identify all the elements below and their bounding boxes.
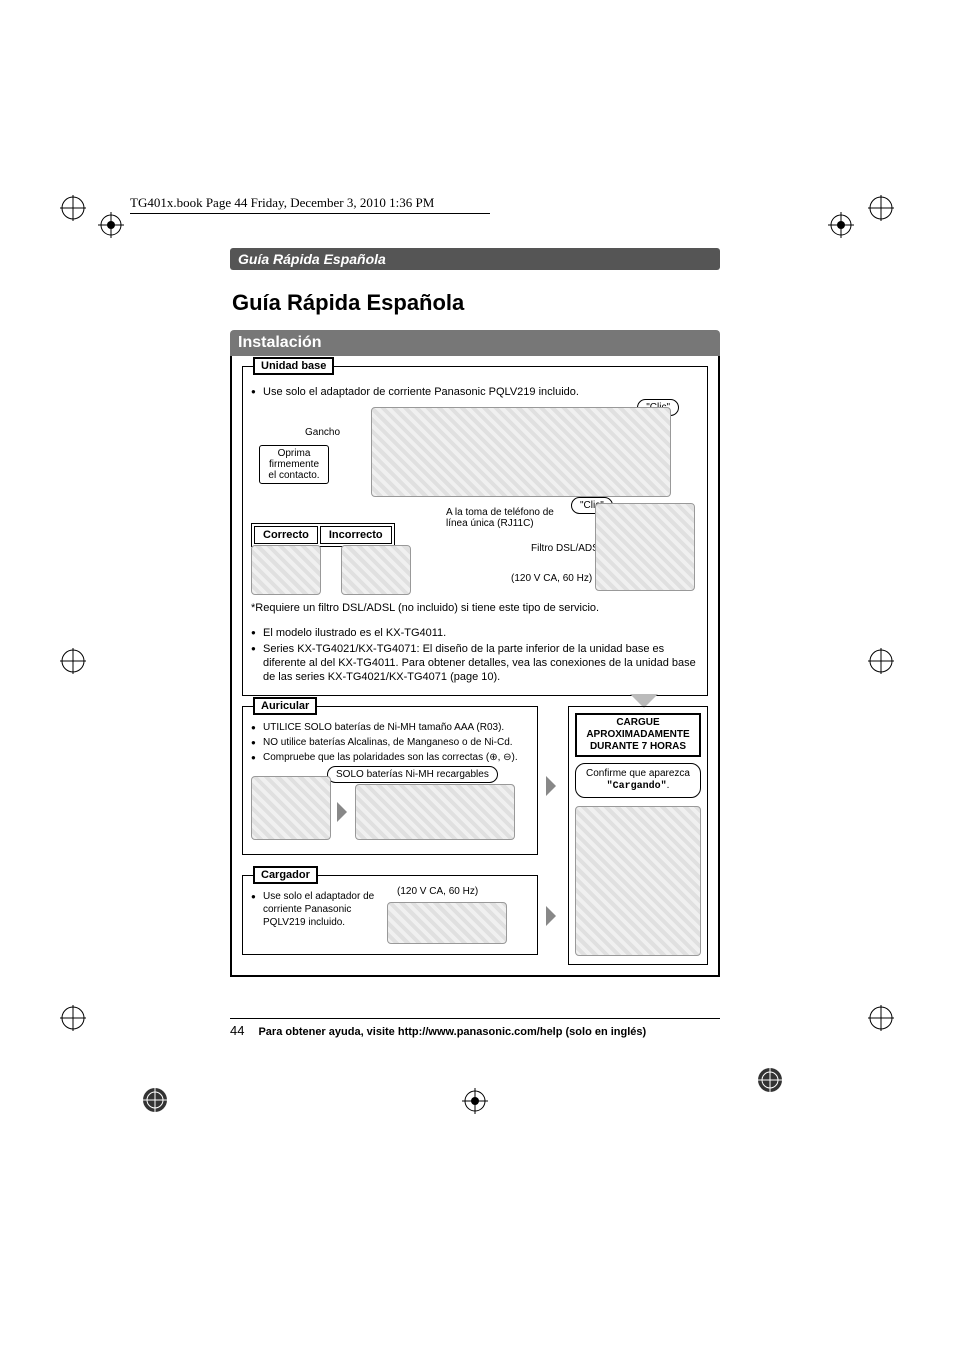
- auricular-b1: UTILICE SOLO baterías de Ni-MH tamaño AA…: [251, 721, 529, 734]
- row2: Auricular UTILICE SOLO baterías de Ni-MH…: [242, 706, 708, 965]
- col-left: Auricular UTILICE SOLO baterías de Ni-MH…: [242, 706, 538, 965]
- handsets-charging-illustration: [575, 806, 701, 956]
- cargador-b1: Use solo el adaptador de corriente Panas…: [251, 890, 381, 929]
- gancho-label: Gancho: [305, 427, 340, 438]
- auricular-b3: Compruebe que las polaridades son las co…: [251, 751, 529, 764]
- confirm-pre: Confirme que aparezca: [586, 768, 690, 779]
- crop-mark-icon: [868, 195, 894, 221]
- auricular-label: Auricular: [253, 697, 317, 715]
- note-star: *Requiere un filtro DSL/ADSL (no incluid…: [251, 601, 699, 615]
- arrow-right-icon: [546, 776, 556, 796]
- crop-mark-icon: [140, 1085, 170, 1115]
- main-installation-box: Unidad base Use solo el adaptador de cor…: [230, 356, 720, 977]
- arrow-right-icon: [546, 906, 556, 926]
- unidad-base-notes: *Requiere un filtro DSL/ADSL (no incluid…: [251, 601, 699, 684]
- content-area: Guía Rápida Española Guía Rápida Español…: [230, 248, 720, 977]
- correcto-cell: Correcto: [254, 526, 318, 544]
- arrow-col: [546, 706, 560, 965]
- col-right: CARGUE APROXIMADAMENTE DURANTE 7 HORAS C…: [568, 706, 708, 965]
- footer: 44 Para obtener ayuda, visite http://www…: [230, 1018, 720, 1038]
- page-title: Guía Rápida Española: [232, 290, 720, 316]
- plug-correct-illustration: [251, 545, 321, 595]
- note-a: El modelo ilustrado es el KX-TG4011.: [251, 626, 699, 640]
- charge-box: CARGUE APROXIMADAMENTE DURANTE 7 HORAS C…: [568, 706, 708, 965]
- auricular-box: Auricular UTILICE SOLO baterías de Ni-MH…: [242, 706, 538, 855]
- auricular-b2: NO utilice baterías Alcalinas, de Mangan…: [251, 736, 529, 749]
- confirm-word: "Cargando": [607, 781, 667, 792]
- arrow-right-icon: [337, 802, 347, 822]
- oprima-label: Oprima firmemente el contacto.: [259, 445, 329, 484]
- note-b: Series KX-TG4021/KX-TG4071: El diseño de…: [251, 642, 699, 685]
- breadcrumb: Guía Rápida Española: [230, 248, 720, 270]
- batteries-illustration: [355, 784, 515, 840]
- confirm-pill: Confirme que aparezca "Cargando".: [575, 763, 701, 798]
- base-unit-illustration: [371, 407, 671, 497]
- wall-jack-illustration: [595, 503, 695, 591]
- nimh-pill: SOLO baterías Ni-MH recargables: [327, 766, 498, 783]
- crop-mark-icon: [60, 195, 86, 221]
- page-number: 44: [230, 1023, 244, 1038]
- unidad-base-diagram: "Clic" Gancho Oprima firmemente el conta…: [251, 405, 699, 595]
- unidad-base-bullet: Use solo el adaptador de corriente Panas…: [251, 385, 699, 399]
- footer-text: Para obtener ayuda, visite http://www.pa…: [258, 1026, 646, 1038]
- volt-label: (120 V CA, 60 Hz): [511, 573, 592, 584]
- crop-mark-icon: [828, 212, 854, 238]
- cargador-box: Cargador Use solo el adaptador de corrie…: [242, 875, 538, 955]
- plug-incorrect-illustration: [341, 545, 411, 595]
- crop-mark-icon: [868, 1005, 894, 1031]
- confirm-post: .: [667, 780, 670, 791]
- charge-title: CARGUE APROXIMADAMENTE DURANTE 7 HORAS: [575, 713, 701, 757]
- crop-mark-icon: [755, 1065, 785, 1095]
- crop-mark-icon: [60, 648, 86, 674]
- unidad-base-box: Unidad base Use solo el adaptador de cor…: [242, 366, 708, 696]
- section-header: Instalación: [230, 330, 720, 356]
- cargador-label: Cargador: [253, 866, 318, 884]
- unidad-base-label: Unidad base: [253, 357, 334, 375]
- incorrecto-cell: Incorrecto: [320, 526, 392, 544]
- crop-mark-icon: [462, 1088, 488, 1114]
- crop-mark-icon: [98, 212, 124, 238]
- handset-open-illustration: [251, 776, 331, 840]
- crop-mark-icon: [868, 648, 894, 674]
- toma-label: A la toma de teléfono de línea única (RJ…: [446, 507, 576, 529]
- page-header-text: TG401x.book Page 44 Friday, December 3, …: [130, 195, 490, 214]
- charger-illustration: [387, 902, 507, 944]
- crop-mark-icon: [60, 1005, 86, 1031]
- cargador-volt: (120 V CA, 60 Hz): [397, 886, 478, 897]
- correcto-table: Correcto Incorrecto: [251, 523, 395, 547]
